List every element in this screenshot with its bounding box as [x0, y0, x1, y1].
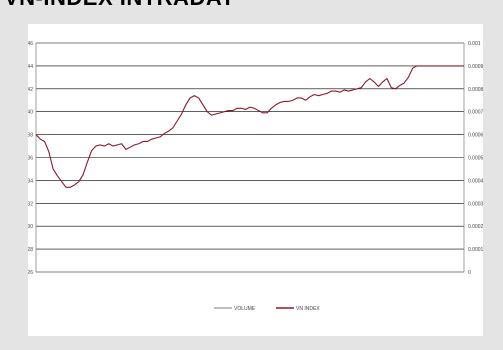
intraday-chart: 526 0 528 0.0001 530 0.0002 532 0.0003 534 0.0004… — [28, 41, 483, 312]
y2-tick-label: 0.0004 — [468, 178, 483, 184]
y2-tick-label: 0.001 — [468, 41, 481, 47]
y2-tick-label: 0.0008 — [468, 87, 483, 93]
chart-panel: 526 0 528 0.0001 530 0.0002 532 0.0003 534 0.0004… — [28, 24, 483, 336]
y-tick-label: 534 — [28, 178, 33, 184]
chart-title: VN-INDEX INTRADAY — [4, 0, 235, 9]
y-tick-label: 528 — [28, 247, 33, 253]
y-tick-label: 540 — [28, 110, 33, 116]
y2-tick-label: 0 — [468, 270, 471, 276]
y2-tick-label: 0.0006 — [468, 133, 483, 139]
y2-tick-label: 0.0001 — [468, 247, 483, 253]
y-tick-label: 526 — [28, 270, 33, 276]
y2-tick-label: 0.0003 — [468, 201, 483, 207]
y-tick-label: 542 — [28, 87, 33, 93]
y-tick-label: 544 — [28, 64, 33, 70]
y-tick-label: 546 — [28, 41, 33, 47]
y-tick-label: 538 — [28, 133, 33, 139]
y2-tick-label: 0.0009 — [468, 64, 483, 70]
y-tick-label: 532 — [28, 201, 33, 207]
y2-tick-label: 0.0007 — [468, 110, 483, 116]
y2-tick-label: 0.0002 — [468, 224, 483, 230]
y-tick-label: 536 — [28, 156, 33, 162]
legend-label-volume: VOLUME — [234, 306, 256, 312]
y-tick-label: 530 — [28, 224, 33, 230]
series-line-vn-index — [35, 65, 464, 188]
legend-label-vn-index: VN INDEX — [296, 306, 320, 312]
y2-tick-label: 0.0005 — [468, 156, 483, 162]
